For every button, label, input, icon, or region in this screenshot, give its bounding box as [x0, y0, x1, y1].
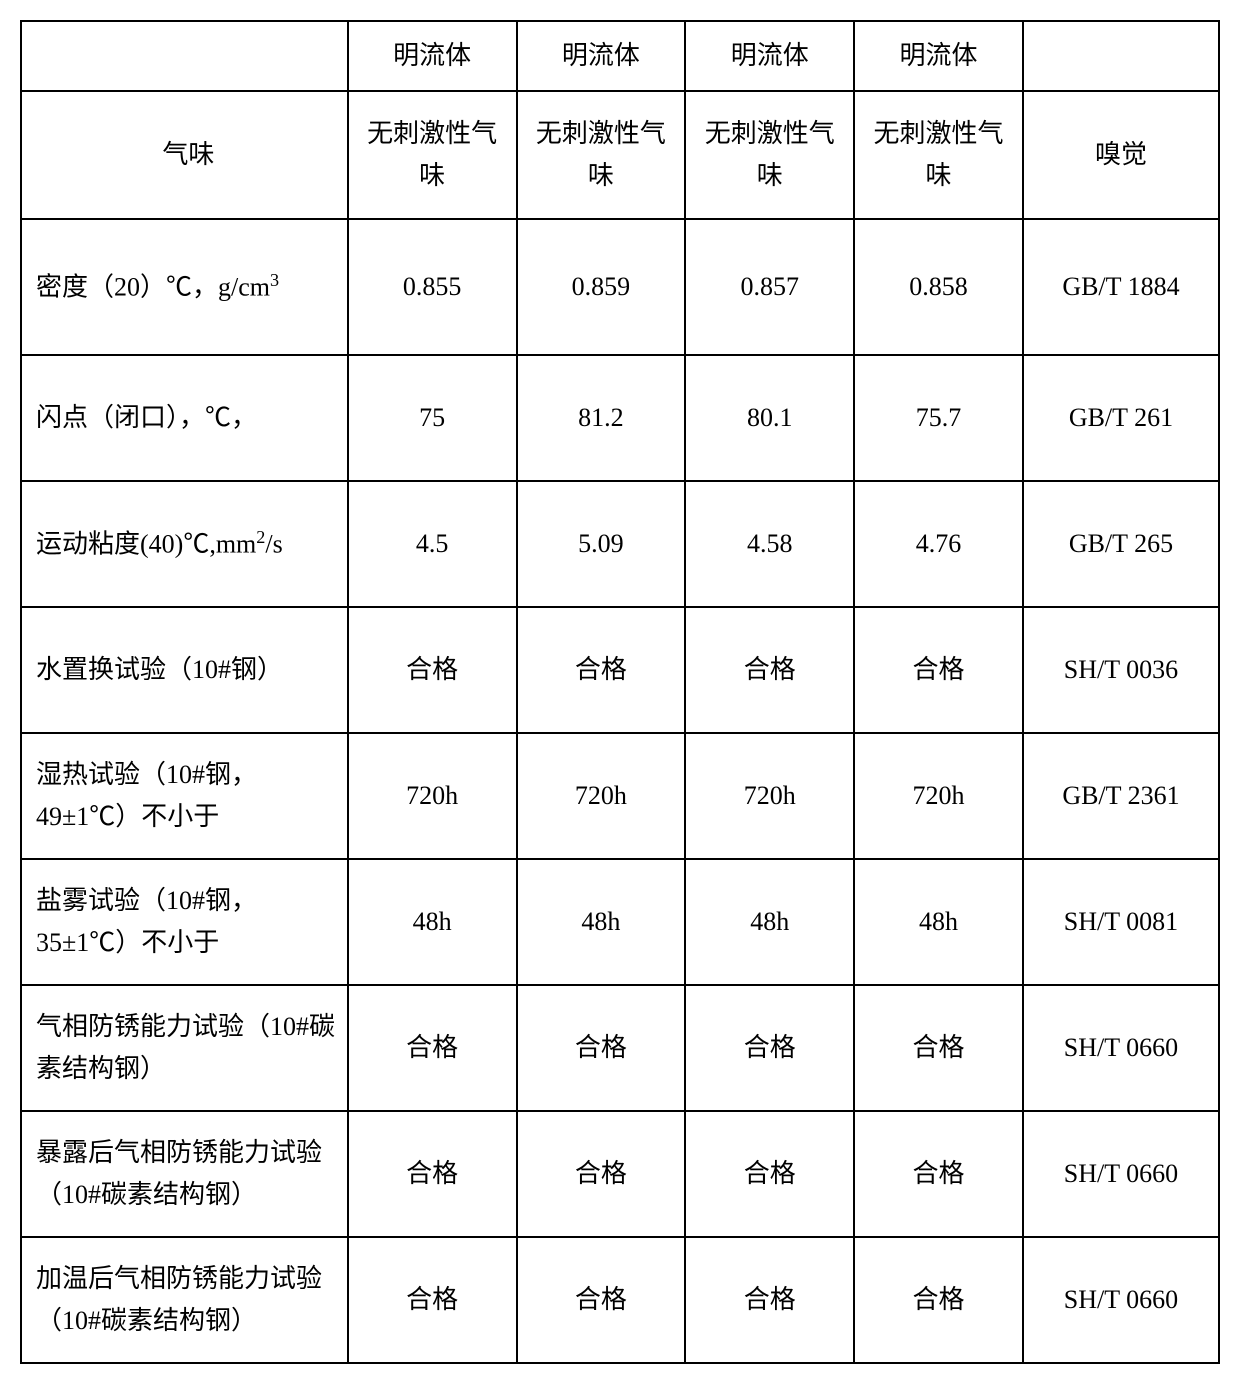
table-body: 明流体明流体明流体明流体气味无刺激性气味无刺激性气味无刺激性气味无刺激性气味嗅觉… — [21, 21, 1219, 1363]
value-cell: 5.09 — [517, 481, 686, 607]
method-cell — [1023, 21, 1219, 91]
value-cell: 合格 — [685, 1111, 854, 1237]
value-cell: 48h — [348, 859, 517, 985]
method-cell: GB/T 261 — [1023, 355, 1219, 481]
method-cell: SH/T 0036 — [1023, 607, 1219, 733]
value-cell: 720h — [685, 733, 854, 859]
value-cell: 720h — [854, 733, 1023, 859]
param-cell: 密度（20）℃，g/cm3 — [21, 219, 348, 355]
value-cell: 合格 — [854, 1111, 1023, 1237]
value-cell: 合格 — [348, 607, 517, 733]
table-row: 湿热试验（10#钢，49±1℃）不小于720h720h720h720hGB/T … — [21, 733, 1219, 859]
value-cell: 合格 — [517, 985, 686, 1111]
value-cell: 无刺激性气味 — [685, 91, 854, 219]
value-cell: 合格 — [517, 1237, 686, 1363]
value-cell: 明流体 — [685, 21, 854, 91]
value-cell: 75 — [348, 355, 517, 481]
value-cell: 合格 — [854, 607, 1023, 733]
table-row: 密度（20）℃，g/cm30.8550.8590.8570.858GB/T 18… — [21, 219, 1219, 355]
table-row: 盐雾试验（10#钢，35±1℃）不小于48h48h48h48hSH/T 0081 — [21, 859, 1219, 985]
method-cell: GB/T 265 — [1023, 481, 1219, 607]
value-cell: 4.5 — [348, 481, 517, 607]
method-cell: SH/T 0660 — [1023, 1111, 1219, 1237]
param-cell: 暴露后气相防锈能力试验（10#碳素结构钢） — [21, 1111, 348, 1237]
value-cell: 81.2 — [517, 355, 686, 481]
table-row: 气相防锈能力试验（10#碳素结构钢）合格合格合格合格SH/T 0660 — [21, 985, 1219, 1111]
value-cell: 合格 — [685, 607, 854, 733]
value-cell: 0.857 — [685, 219, 854, 355]
param-cell: 盐雾试验（10#钢，35±1℃）不小于 — [21, 859, 348, 985]
value-cell: 明流体 — [517, 21, 686, 91]
value-cell: 0.859 — [517, 219, 686, 355]
param-cell — [21, 21, 348, 91]
value-cell: 合格 — [685, 985, 854, 1111]
method-cell: 嗅觉 — [1023, 91, 1219, 219]
value-cell: 合格 — [348, 985, 517, 1111]
value-cell: 无刺激性气味 — [348, 91, 517, 219]
value-cell: 4.58 — [685, 481, 854, 607]
table-row: 加温后气相防锈能力试验（10#碳素结构钢）合格合格合格合格SH/T 0660 — [21, 1237, 1219, 1363]
param-cell: 水置换试验（10#钢） — [21, 607, 348, 733]
param-cell: 湿热试验（10#钢，49±1℃）不小于 — [21, 733, 348, 859]
table-row: 明流体明流体明流体明流体 — [21, 21, 1219, 91]
value-cell: 48h — [685, 859, 854, 985]
param-cell: 运动粘度(40)℃,mm2/s — [21, 481, 348, 607]
value-cell: 75.7 — [854, 355, 1023, 481]
value-cell: 合格 — [517, 1111, 686, 1237]
value-cell: 合格 — [685, 1237, 854, 1363]
table-row: 水置换试验（10#钢）合格合格合格合格SH/T 0036 — [21, 607, 1219, 733]
value-cell: 明流体 — [348, 21, 517, 91]
value-cell: 0.855 — [348, 219, 517, 355]
table-row: 运动粘度(40)℃,mm2/s4.55.094.584.76GB/T 265 — [21, 481, 1219, 607]
value-cell: 无刺激性气味 — [517, 91, 686, 219]
value-cell: 合格 — [854, 985, 1023, 1111]
method-cell: SH/T 0081 — [1023, 859, 1219, 985]
method-cell: SH/T 0660 — [1023, 1237, 1219, 1363]
table-row: 暴露后气相防锈能力试验（10#碳素结构钢）合格合格合格合格SH/T 0660 — [21, 1111, 1219, 1237]
method-cell: GB/T 2361 — [1023, 733, 1219, 859]
value-cell: 4.76 — [854, 481, 1023, 607]
value-cell: 48h — [517, 859, 686, 985]
param-cell: 闪点（闭口），℃， — [21, 355, 348, 481]
value-cell: 合格 — [517, 607, 686, 733]
spec-table: 明流体明流体明流体明流体气味无刺激性气味无刺激性气味无刺激性气味无刺激性气味嗅觉… — [20, 20, 1220, 1364]
method-cell: SH/T 0660 — [1023, 985, 1219, 1111]
value-cell: 合格 — [348, 1237, 517, 1363]
method-cell: GB/T 1884 — [1023, 219, 1219, 355]
value-cell: 合格 — [854, 1237, 1023, 1363]
table-row: 闪点（闭口），℃，7581.280.175.7GB/T 261 — [21, 355, 1219, 481]
value-cell: 48h — [854, 859, 1023, 985]
value-cell: 80.1 — [685, 355, 854, 481]
value-cell: 合格 — [348, 1111, 517, 1237]
value-cell: 无刺激性气味 — [854, 91, 1023, 219]
param-cell: 气味 — [21, 91, 348, 219]
value-cell: 720h — [348, 733, 517, 859]
param-cell: 气相防锈能力试验（10#碳素结构钢） — [21, 985, 348, 1111]
value-cell: 明流体 — [854, 21, 1023, 91]
param-cell: 加温后气相防锈能力试验（10#碳素结构钢） — [21, 1237, 348, 1363]
value-cell: 0.858 — [854, 219, 1023, 355]
value-cell: 720h — [517, 733, 686, 859]
table-row: 气味无刺激性气味无刺激性气味无刺激性气味无刺激性气味嗅觉 — [21, 91, 1219, 219]
